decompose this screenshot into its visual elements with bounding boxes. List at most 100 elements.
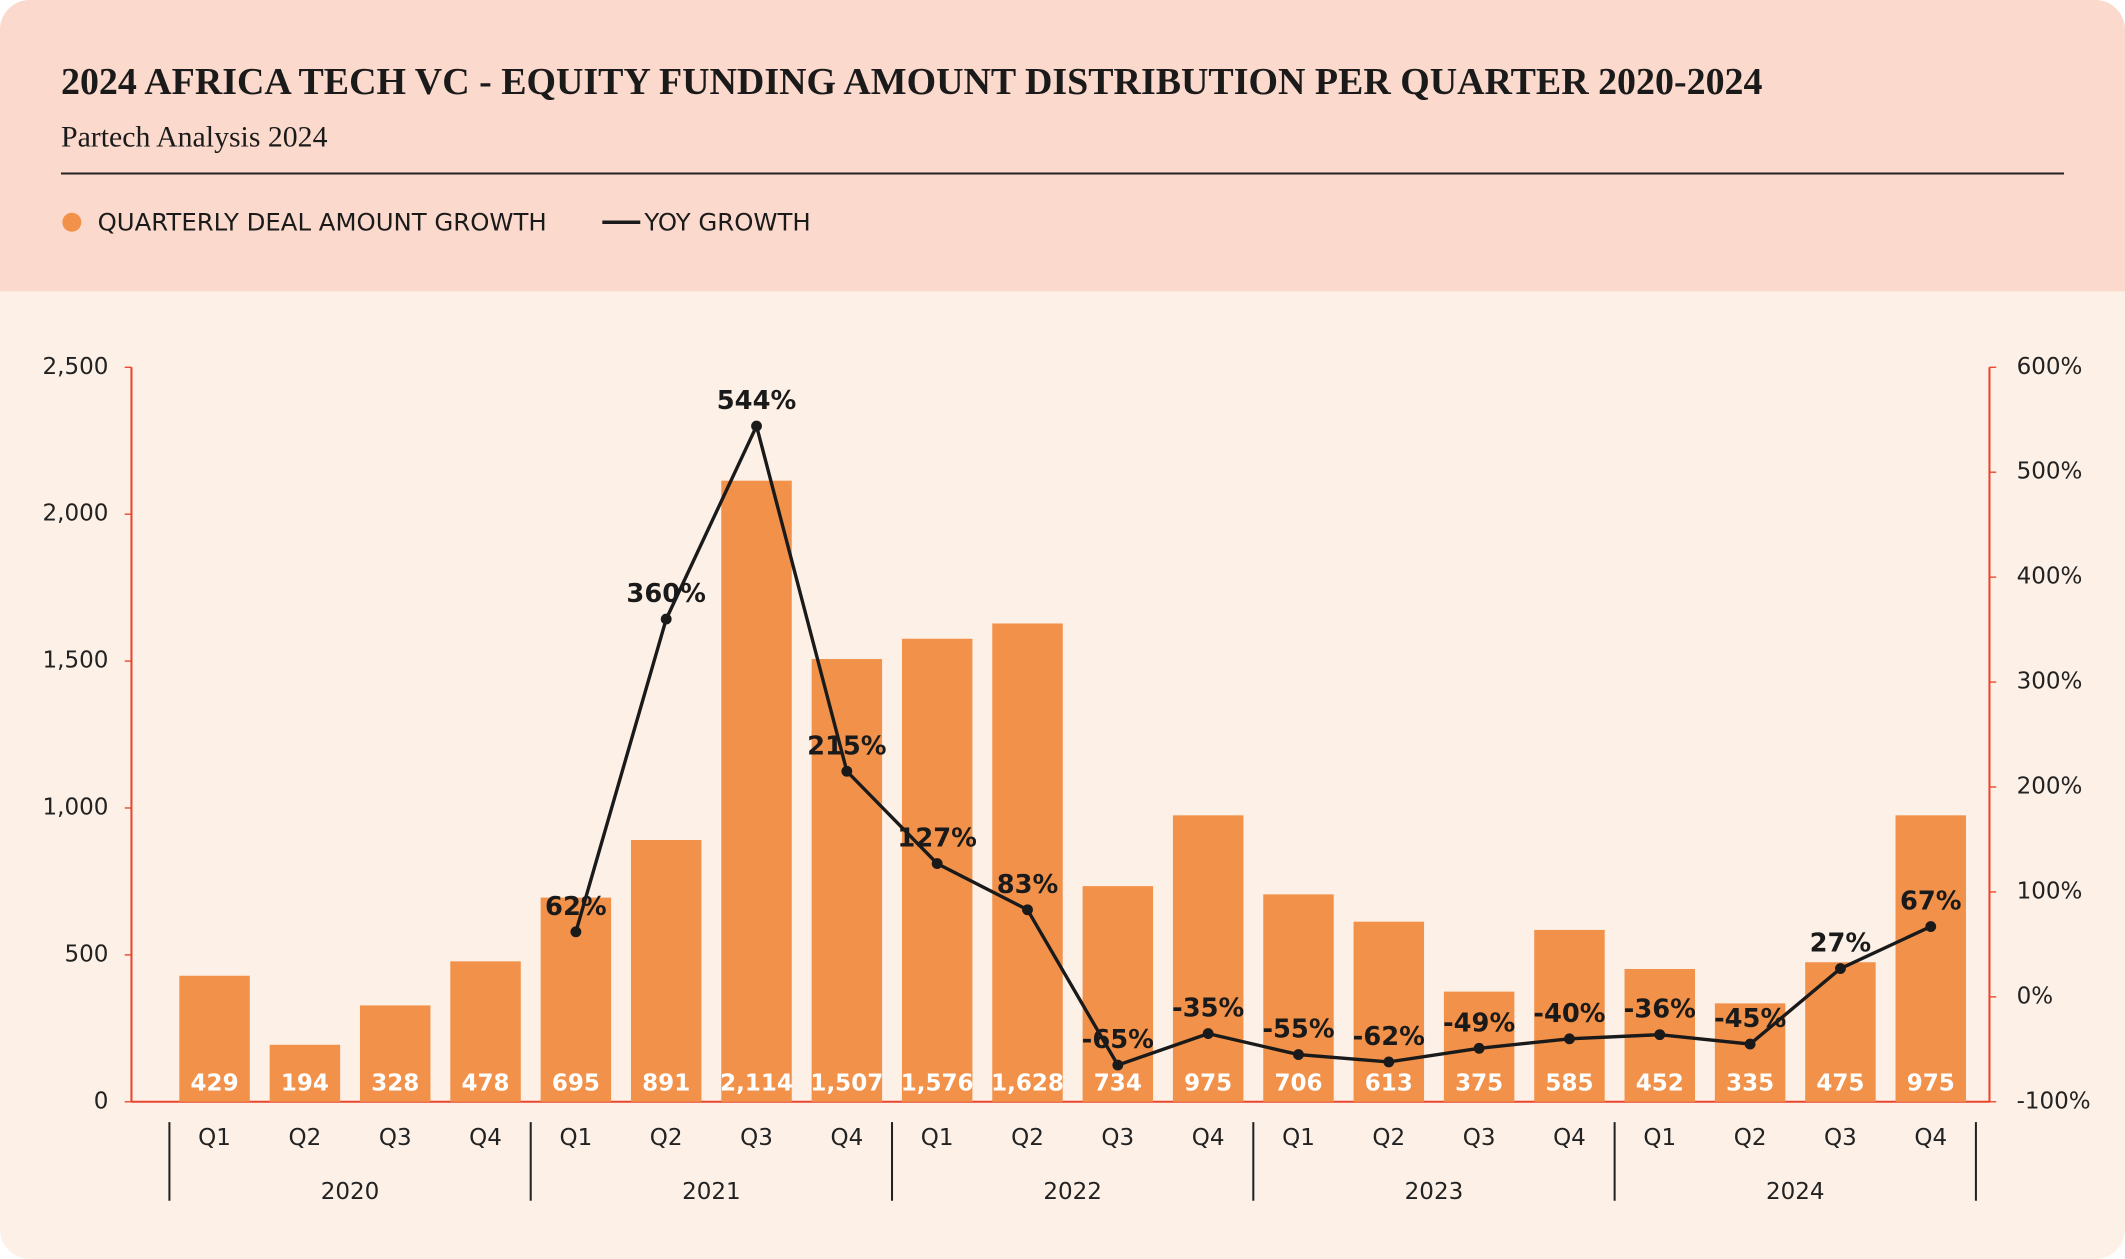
bar-value-label: 452 [1636, 1071, 1684, 1097]
bar [1263, 894, 1334, 1102]
bar [179, 975, 250, 1102]
x-tick-label: Q3 [1824, 1125, 1857, 1151]
x-tick-label: Q3 [1463, 1125, 1496, 1151]
x-tick-label: Q4 [1914, 1125, 1947, 1151]
legend-label: YOY GROWTH [643, 208, 810, 237]
bar-value-label: 1,507 [810, 1071, 883, 1097]
line-point [1473, 1042, 1485, 1054]
x-tick-label: Q3 [740, 1125, 773, 1151]
bar-value-label: 194 [281, 1071, 329, 1097]
line-value-label: 127% [897, 824, 977, 854]
x-tick-label: Q4 [830, 1125, 863, 1151]
x-tick-label: Q1 [559, 1125, 592, 1151]
bar [630, 840, 702, 1102]
line-value-label: 544% [717, 386, 797, 416]
y-tick-label: 1,000 [43, 794, 109, 820]
x-tick-label: Q1 [198, 1125, 231, 1151]
x-tick-label: Q4 [469, 1125, 502, 1151]
y2-tick-label: 500% [2017, 459, 2083, 485]
line-point [931, 858, 943, 870]
y2-tick-label: 100% [2017, 878, 2083, 904]
line-point [1112, 1059, 1124, 1071]
chart-subtitle: Partech Analysis 2024 [61, 120, 328, 153]
x-tick-label: Q3 [379, 1125, 412, 1151]
line-value-label: 215% [807, 731, 887, 761]
bar [359, 1005, 431, 1102]
x-tick-label: Q2 [289, 1125, 322, 1151]
line-point [1744, 1038, 1756, 1050]
legend-label: QUARTERLY DEAL AMOUNT GROWTH [98, 208, 547, 237]
bar-value-label: 891 [642, 1071, 690, 1097]
x-tick-label: Q1 [1643, 1125, 1676, 1151]
bar [992, 623, 1063, 1102]
x-tick-label: Q3 [1101, 1125, 1134, 1151]
y2-tick-label: 600% [2017, 354, 2083, 380]
line-value-label: -40% [1533, 999, 1605, 1029]
line-point [1293, 1049, 1304, 1060]
bar-value-label: 975 [1184, 1071, 1232, 1097]
line-value-label: -55% [1262, 1015, 1334, 1045]
y-tick-label: 1,500 [43, 648, 109, 674]
x-group-label: 2022 [1043, 1179, 1102, 1205]
line-point [1835, 963, 1846, 974]
line-point [841, 765, 853, 777]
bar [1714, 1003, 1786, 1102]
bar-value-label: 695 [552, 1071, 600, 1097]
bar [901, 638, 973, 1102]
bar [1172, 815, 1244, 1102]
line-value-label: 27% [1810, 929, 1872, 959]
line-point [1925, 921, 1937, 932]
bar-value-label: 335 [1726, 1071, 1774, 1097]
bar-value-label: 2,114 [720, 1071, 793, 1097]
bar [1805, 962, 1876, 1102]
bar-value-label: 706 [1274, 1071, 1322, 1097]
y2-tick-label: 300% [2017, 669, 2083, 695]
bar-value-label: 613 [1365, 1071, 1413, 1097]
x-tick-label: Q4 [1553, 1125, 1586, 1151]
x-group-label: 2020 [321, 1179, 380, 1205]
line-value-label: -65% [1082, 1025, 1154, 1055]
chart-title: 2024 AFRICA TECH VC - EQUITY FUNDING AMO… [61, 61, 1763, 103]
line-point [751, 420, 762, 432]
line-point [1654, 1029, 1666, 1041]
x-tick-label: Q2 [1011, 1125, 1044, 1151]
line-value-label: 360% [626, 579, 706, 609]
bar-value-label: 375 [1455, 1071, 1503, 1097]
bar-value-label: 1,576 [901, 1071, 974, 1097]
bar-value-label: 975 [1907, 1071, 1955, 1097]
legend-swatch [62, 212, 82, 232]
line-value-label: -36% [1624, 995, 1696, 1025]
bar-value-label: 585 [1545, 1071, 1593, 1097]
line-point [1383, 1056, 1395, 1068]
x-tick-label: Q4 [1192, 1125, 1225, 1151]
x-tick-label: Q2 [1372, 1125, 1405, 1151]
line-value-label: 62% [545, 892, 607, 922]
line-value-label: -49% [1443, 1008, 1515, 1038]
bar [1895, 815, 1966, 1102]
bar [1534, 929, 1605, 1102]
x-group-label: 2021 [682, 1179, 741, 1205]
y2-tick-label: -100% [2017, 1088, 2091, 1114]
bar [269, 1044, 341, 1102]
line-value-label: -62% [1353, 1022, 1425, 1052]
y2-tick-label: 0% [2017, 983, 2054, 1009]
line-value-label: -35% [1172, 994, 1244, 1024]
x-tick-label: Q2 [650, 1125, 683, 1151]
bar-value-label: 734 [1094, 1071, 1142, 1097]
bar-value-label: 328 [371, 1071, 419, 1097]
bar-value-label: 475 [1816, 1071, 1864, 1097]
bar [1353, 921, 1425, 1102]
bar-value-label: 478 [462, 1071, 510, 1097]
x-tick-label: Q2 [1734, 1125, 1767, 1151]
line [574, 421, 1932, 1068]
line-value-label: 67% [1900, 887, 1962, 917]
line-value-label: -45% [1714, 1004, 1786, 1034]
y2-tick-label: 200% [2017, 773, 2083, 799]
y-tick-label: 2,000 [43, 501, 109, 527]
line-point [1202, 1028, 1214, 1040]
line-point [570, 926, 582, 938]
bar-value-label: 1,628 [991, 1071, 1064, 1097]
line-value-label: 83% [997, 870, 1059, 900]
